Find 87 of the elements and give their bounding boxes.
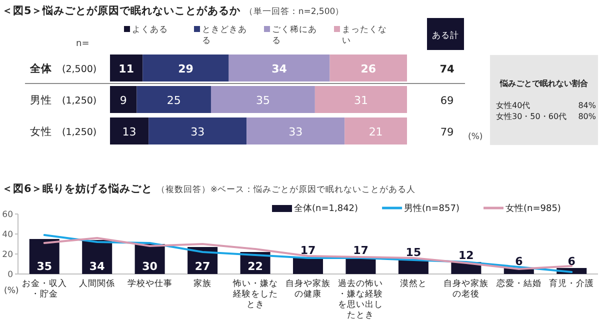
data-label: 31 — [354, 94, 368, 107]
text: ある計 — [432, 30, 459, 41]
data-label: 33 — [288, 126, 303, 138]
data-label: 6 — [568, 255, 576, 268]
text: 69 — [440, 95, 454, 107]
bar — [344, 118, 407, 144]
x-tick-label: 人間関係 — [79, 278, 116, 289]
legend-label: よくある — [132, 25, 168, 35]
bar — [330, 54, 407, 82]
x-tick-label: 学校や仕事 — [127, 278, 172, 289]
legend-item: まったくない — [334, 25, 387, 46]
y-tick-label: 40 — [2, 230, 13, 240]
chart-title: ＜図6＞眠りを妨げる悩みごと — [2, 182, 152, 195]
category-label: 女性 — [30, 126, 52, 138]
legend-item: よくある — [124, 25, 168, 35]
text: 女性30・50・60代 — [496, 112, 567, 121]
data-label: 30 — [142, 260, 158, 273]
legend-item: ときどきある — [194, 25, 247, 46]
bar — [110, 54, 143, 82]
bar — [148, 118, 247, 144]
text: 悩みごとで眠れない割合 — [499, 79, 589, 88]
text: (%) — [468, 132, 483, 142]
text: 79 — [440, 126, 454, 138]
text: 74 — [440, 64, 454, 76]
bar — [228, 54, 330, 82]
text: (%) — [4, 286, 19, 296]
y-tick-label: 0 — [8, 270, 13, 280]
legend-label: 全体(n=1,842) — [294, 203, 358, 214]
bar — [142, 54, 229, 82]
bar — [210, 86, 315, 113]
data-label: 22 — [248, 260, 263, 273]
bar — [110, 86, 137, 113]
data-label: 21 — [368, 126, 383, 138]
legend-item: ごく稀にある — [264, 25, 317, 46]
bar — [136, 86, 211, 113]
x-tick-label: 自身や家族の健康 — [286, 278, 330, 300]
legend-label: ときどきある — [202, 25, 247, 46]
data-label: 25 — [166, 94, 181, 107]
legend-label: ごく稀にある — [272, 24, 317, 46]
x-tick-label: 自身や家族の老後 — [444, 278, 489, 300]
chart-title: ＜図5＞悩みごとが原因で眠れないことがあるか — [2, 4, 242, 17]
data-label: 35 — [36, 260, 52, 273]
data-label: 15 — [406, 246, 422, 259]
data-label: 33 — [190, 126, 205, 138]
bar — [246, 118, 345, 144]
data-label: 13 — [122, 126, 136, 138]
category-label: 男性 — [30, 94, 52, 106]
x-tick-label: 過去の怖い・嫌な経験を思い出したとき — [338, 278, 384, 320]
bar — [29, 239, 60, 274]
text: 84% — [578, 101, 596, 110]
x-tick-label: 怖い・嫌な経験をしたとき — [232, 278, 278, 310]
x-tick-label: 漠然と — [400, 278, 427, 289]
bar — [110, 118, 149, 144]
legend-label: 男性(n=857) — [404, 203, 460, 214]
legend-item: 男性(n=857) — [382, 204, 460, 214]
chart-subtitle: （複数回答）※ベース：悩みごとが原因で眠れないことがある人 — [156, 184, 416, 195]
data-label: 6 — [515, 255, 524, 268]
data-label: 26 — [360, 62, 376, 76]
data-label: 9 — [120, 94, 127, 107]
data-label: 34 — [89, 260, 106, 273]
x-tick-label: 恋愛・結婚 — [495, 278, 542, 289]
data-label: 17 — [353, 244, 368, 257]
y-tick-label: 20 — [2, 250, 13, 260]
data-label: 12 — [458, 249, 474, 262]
x-tick-label: 家族 — [194, 278, 212, 289]
y-tick-label: 60 — [2, 210, 13, 220]
x-tick-label: お金・収入・貯金 — [22, 278, 67, 300]
data-label: 17 — [300, 244, 316, 257]
data-label: 29 — [178, 62, 194, 76]
chart-subtitle: （単一回答：n=2,500） — [244, 6, 344, 17]
text: (1,250) — [62, 96, 97, 106]
text: n= — [76, 39, 90, 49]
legend-item: 全体(n=1,842) — [272, 204, 358, 214]
legend-label: 女性(n=985) — [506, 203, 561, 214]
legend-label: まったくない — [342, 25, 387, 46]
text: 女性40代 — [496, 101, 530, 110]
legend-item: 女性(n=985) — [484, 204, 561, 214]
data-label: 11 — [118, 62, 134, 76]
bar — [314, 86, 407, 113]
data-label: 35 — [256, 94, 270, 107]
data-label: 34 — [272, 62, 288, 76]
x-tick-label: 育児・介護 — [549, 278, 594, 289]
text: (2,500) — [62, 64, 97, 75]
text: 80% — [578, 112, 596, 121]
data-label: 27 — [194, 260, 210, 273]
text: (1,250) — [62, 127, 97, 138]
category-label: 全体 — [30, 63, 52, 75]
